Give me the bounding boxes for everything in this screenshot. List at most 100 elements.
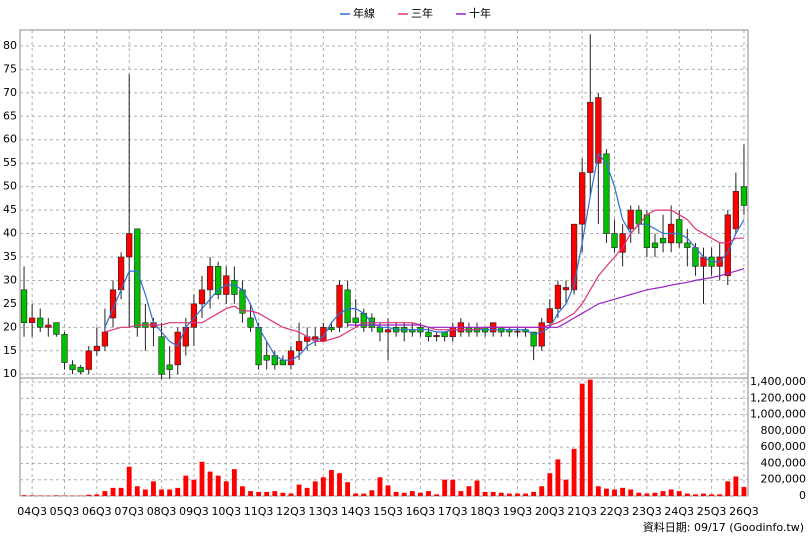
candle-body <box>190 303 198 328</box>
volume-bar <box>450 479 456 496</box>
volume-bar <box>458 491 464 496</box>
candle-body <box>676 219 683 244</box>
candle-body <box>198 289 206 305</box>
x-tick-label: 10Q3 <box>211 505 241 518</box>
y2-tick-label: 1,400,000 <box>750 375 806 388</box>
y-tick-label: 50 <box>3 180 17 193</box>
volume-bar <box>401 492 407 496</box>
candle-body <box>263 355 270 361</box>
volume-bar <box>636 492 642 496</box>
volume-bar <box>337 473 342 496</box>
volume-bar <box>733 476 739 496</box>
candle-body <box>85 350 92 370</box>
volume-bar <box>474 480 480 496</box>
volume-bar <box>264 491 270 496</box>
y-tick-label: 75 <box>3 62 17 75</box>
volume-bar <box>426 491 431 496</box>
volume-bar <box>741 487 747 496</box>
x-tick-label: 16Q3 <box>406 505 436 518</box>
y2-tick-label: 600,000 <box>761 440 807 453</box>
candle-body <box>352 317 359 323</box>
y-tick-label: 25 <box>3 297 17 310</box>
volume-bar <box>240 486 245 496</box>
volume-bar <box>151 481 156 496</box>
candle-body <box>651 242 659 248</box>
candle-body <box>595 97 602 164</box>
volume-bar <box>709 494 715 496</box>
volume-bar <box>523 493 528 496</box>
volume-bar <box>353 493 359 496</box>
candle-body <box>530 331 537 347</box>
volume-bar <box>466 486 472 496</box>
x-tick-label: 07Q3 <box>114 505 144 518</box>
volume-bar <box>490 491 496 496</box>
y2-tick-label: 1,200,000 <box>750 391 806 404</box>
volume-bar <box>725 481 731 496</box>
volume-bar <box>320 477 326 496</box>
y-tick-label: 70 <box>3 86 17 99</box>
candle-body <box>255 327 262 366</box>
volume-bar <box>175 487 181 496</box>
volume-bar <box>118 487 124 496</box>
candle-body <box>570 223 578 291</box>
volume-bar <box>345 482 351 496</box>
volume-bar <box>385 485 391 496</box>
y-tick-label: 15 <box>3 344 17 357</box>
candle-body <box>53 322 60 335</box>
volume-bar <box>377 477 383 496</box>
volume-bar <box>21 495 27 496</box>
volume-bar <box>587 379 593 496</box>
candle-body <box>441 331 448 338</box>
candle-body <box>93 345 100 352</box>
candle-body <box>546 308 553 323</box>
candle-body <box>126 233 133 258</box>
y-tick-label: 20 <box>3 320 17 333</box>
volume-bar <box>94 494 100 496</box>
volume-bar <box>409 491 415 496</box>
candle-body <box>166 364 173 370</box>
volume-bar <box>498 492 504 496</box>
volume-bar <box>563 479 569 496</box>
volume-bar <box>660 491 666 496</box>
x-tick-label: 19Q3 <box>503 505 533 518</box>
y-tick-label: 40 <box>3 227 17 240</box>
candle-body <box>206 266 214 291</box>
candle-body <box>215 266 222 295</box>
candle-body <box>29 317 36 323</box>
candle-body <box>611 233 618 248</box>
volume-bar <box>547 473 553 496</box>
volume-bar <box>434 494 440 496</box>
ma-line <box>347 268 745 328</box>
x-tick-label: 26Q3 <box>729 505 759 518</box>
candle-body <box>101 331 109 347</box>
y-tick-label: 35 <box>3 250 17 263</box>
candle-body <box>295 341 303 352</box>
volume-bar <box>652 492 658 496</box>
volume-bar <box>369 490 375 496</box>
volume-bar <box>571 448 577 496</box>
volume-bar <box>482 491 488 496</box>
y-tick-label: 30 <box>3 273 17 286</box>
candle-body <box>659 237 667 244</box>
candle-body <box>514 330 521 333</box>
y-tick-label: 65 <box>3 109 17 122</box>
volume-bar <box>393 491 399 496</box>
y-tick-label: 55 <box>3 156 17 169</box>
candle-body <box>627 209 634 230</box>
candle-body <box>61 334 68 363</box>
volume-bar <box>29 495 35 496</box>
candle-body <box>554 284 562 309</box>
y2-tick-label: 400,000 <box>761 456 807 469</box>
volume-bar <box>644 493 650 496</box>
volume-bar <box>579 383 585 496</box>
volume-bar <box>328 469 334 496</box>
volume-bar <box>604 488 609 496</box>
x-tick-label: 14Q3 <box>341 505 371 518</box>
x-tick-label: 18Q3 <box>470 505 500 518</box>
footer: 資料日期: 09/17 (Goodinfo.tw) <box>643 520 804 534</box>
candle-body <box>579 172 586 225</box>
volume-bar <box>676 491 682 496</box>
volume-bar <box>142 489 148 496</box>
volume-bar <box>684 493 690 496</box>
